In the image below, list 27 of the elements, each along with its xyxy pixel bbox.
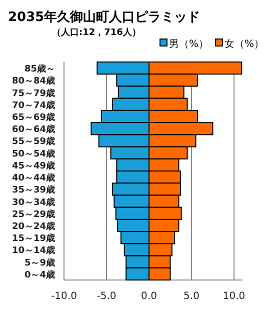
y-tick-label: 5～9歳 <box>24 257 55 268</box>
x-tick-label: -10.0 <box>51 291 77 302</box>
y-tick-label: 65～69歳 <box>12 112 55 123</box>
y-tick-label: 55～59歳 <box>12 136 55 148</box>
x-tick-label: -5.0 <box>96 291 116 302</box>
chart-title: 2035年久御山町人口ピラミッド <box>8 10 200 25</box>
legend-label: 男（%） <box>169 39 209 50</box>
chart-subtitle: （人口:12，716人） <box>52 27 141 38</box>
y-tick-label: 40～44歳 <box>12 172 55 184</box>
y-tick-label: 25～29歳 <box>12 208 55 220</box>
y-tick-label: 15～19歳 <box>12 233 55 244</box>
y-tick-label: 60～64歳 <box>12 124 55 136</box>
y-tick-label: 45～49歳 <box>12 160 55 172</box>
y-tick-label: 35～39歳 <box>12 184 55 196</box>
y-tick-label: 50～54歳 <box>12 148 55 160</box>
y-tick-label: 20～24歳 <box>12 221 55 232</box>
y-tick-label: 80～84歳 <box>12 76 55 87</box>
y-tick-label: 0～4歳 <box>24 269 55 280</box>
y-tick-label: 30～34歳 <box>12 196 55 208</box>
x-tick-label: 0.0 <box>141 291 157 302</box>
legend-label: 女（%） <box>224 38 264 50</box>
y-tick-label: 85歳～ <box>24 64 55 75</box>
y-tick-label: 75～79歳 <box>12 88 55 99</box>
y-tick-label: 70～74歳 <box>12 100 55 111</box>
y-tick-label: 10～14歳 <box>12 245 55 256</box>
x-tick-label: 10.0 <box>222 291 246 302</box>
x-tick-label: 5.0 <box>184 291 200 302</box>
